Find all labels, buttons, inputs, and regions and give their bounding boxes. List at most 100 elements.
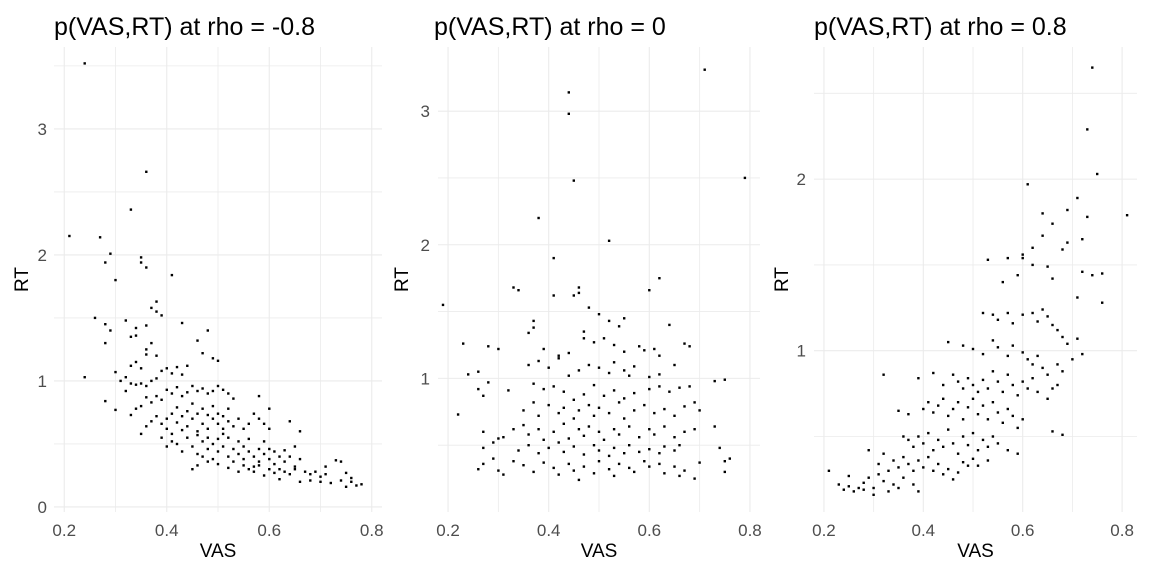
data-point (1056, 328, 1059, 332)
data-point (165, 367, 168, 370)
data-point (857, 486, 860, 490)
data-point (221, 415, 225, 418)
data-point (907, 462, 910, 466)
data-point (1081, 270, 1084, 273)
data-point (201, 387, 204, 390)
data-point (268, 427, 271, 430)
data-point (663, 425, 666, 428)
x-axis-title: VAS (581, 541, 618, 562)
data-point (658, 385, 661, 388)
data-point (497, 437, 500, 440)
data-point (170, 392, 174, 395)
data-point (956, 401, 960, 404)
data-point (216, 412, 220, 415)
data-point (278, 478, 281, 481)
data-point (597, 366, 601, 369)
data-point (350, 476, 353, 480)
data-point (986, 459, 990, 462)
y-tick-label: 1 (797, 342, 806, 361)
data-point (986, 258, 990, 261)
data-point (932, 371, 935, 375)
data-point (462, 342, 465, 345)
data-point (278, 468, 281, 471)
data-point (567, 112, 570, 115)
data-point (268, 407, 271, 410)
data-point (191, 468, 194, 471)
data-point (527, 363, 530, 367)
data-point (582, 330, 586, 333)
data-point (268, 447, 271, 451)
data-point (288, 473, 291, 476)
data-point (1021, 351, 1024, 354)
data-point (303, 470, 307, 473)
data-point (877, 462, 880, 466)
data-point (582, 337, 586, 340)
data-point (268, 457, 271, 461)
data-point (170, 372, 174, 375)
data-point (607, 371, 611, 375)
data-point (1051, 387, 1054, 390)
data-point (1086, 215, 1089, 219)
data-point (252, 455, 256, 458)
data-point (350, 480, 353, 483)
data-point (991, 435, 995, 438)
data-point (191, 402, 194, 405)
data-point (129, 364, 133, 367)
y-tick-label: 1 (38, 372, 47, 391)
data-point (653, 411, 656, 415)
data-point (663, 472, 666, 475)
data-point (232, 425, 235, 428)
data-point (165, 445, 168, 448)
data-point (557, 441, 560, 444)
data-point (592, 444, 596, 447)
data-point (537, 359, 540, 363)
data-point (951, 407, 955, 411)
data-point (186, 436, 189, 439)
data-point (1101, 301, 1104, 304)
data-point (612, 389, 616, 392)
data-point (129, 413, 133, 417)
data-point (643, 349, 646, 352)
data-point (567, 351, 570, 355)
y-tick-label: 3 (421, 102, 430, 121)
data-point (268, 468, 271, 471)
data-point (562, 406, 565, 409)
data-point (602, 337, 606, 340)
data-point (683, 405, 686, 408)
data-point (309, 473, 312, 476)
data-point (648, 375, 651, 379)
data-point (917, 435, 920, 438)
data-point (612, 343, 616, 347)
data-point (976, 449, 980, 452)
data-point (257, 460, 261, 463)
data-point (339, 479, 343, 482)
data-point (145, 348, 148, 351)
data-point (170, 412, 174, 415)
data-point (653, 347, 656, 351)
data-point (283, 449, 286, 452)
data-point (1046, 373, 1049, 376)
data-point (872, 486, 875, 490)
data-point (602, 438, 606, 441)
data-point (971, 457, 975, 460)
data-point (247, 422, 250, 425)
data-point (93, 316, 97, 320)
data-point (196, 433, 199, 437)
data-point (1125, 214, 1129, 217)
data-point (242, 464, 245, 467)
data-point (1006, 311, 1009, 315)
data-point (155, 310, 158, 313)
data-point (191, 445, 194, 448)
data-point (298, 430, 302, 433)
data-point (648, 428, 651, 431)
data-point (597, 406, 601, 409)
data-point (83, 62, 86, 65)
data-point (134, 383, 138, 386)
data-point (1051, 277, 1054, 280)
data-point (196, 452, 199, 456)
data-point (227, 455, 230, 458)
data-point (288, 455, 291, 458)
data-point (497, 347, 500, 351)
data-point (678, 474, 681, 478)
data-point (129, 335, 133, 338)
